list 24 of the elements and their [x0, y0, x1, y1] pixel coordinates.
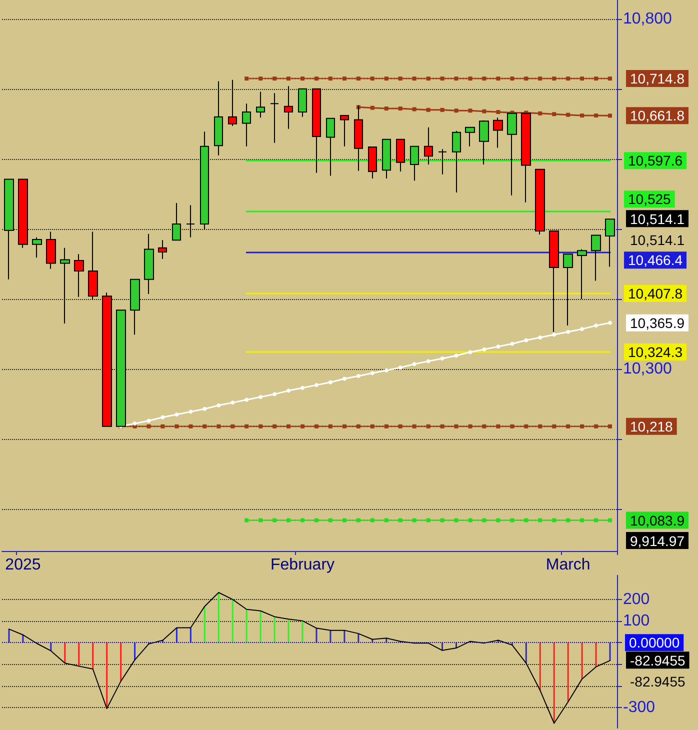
data-label: 10,365.9 — [630, 314, 685, 331]
data-label: 10,218 — [630, 418, 674, 434]
data-label: 10,714.8 — [630, 70, 685, 87]
y-tick-label: 10,300 — [623, 360, 672, 378]
y-tick-label: 100 — [623, 612, 650, 630]
text: 10,514.1 — [630, 211, 685, 228]
text: -82.9455 — [630, 652, 686, 669]
y-tick-label: 200 — [623, 590, 650, 608]
x-tick-label: March — [546, 556, 590, 574]
data-label: 10,466.4 — [628, 252, 683, 268]
ref-line-label: 0.00000 — [629, 634, 680, 651]
data-label: 10,525 — [628, 191, 672, 208]
data-label: 10,661.8 — [630, 108, 685, 124]
data-label: 10,083.9 — [630, 512, 685, 528]
y-tick-label: -300 — [623, 698, 656, 716]
y-tick-label: 10,800 — [623, 10, 672, 28]
x-tick-label: 2025 — [5, 556, 41, 574]
data-label: 10,324.3 — [628, 344, 683, 360]
x-tick-label: February — [270, 556, 335, 574]
data-label: 10,407.8 — [628, 285, 683, 302]
text: 9,914.97 — [630, 533, 685, 549]
text: -82.9455 — [630, 674, 686, 690]
text: 10,514.1 — [630, 232, 685, 248]
data-label: 10,597.6 — [628, 152, 683, 169]
